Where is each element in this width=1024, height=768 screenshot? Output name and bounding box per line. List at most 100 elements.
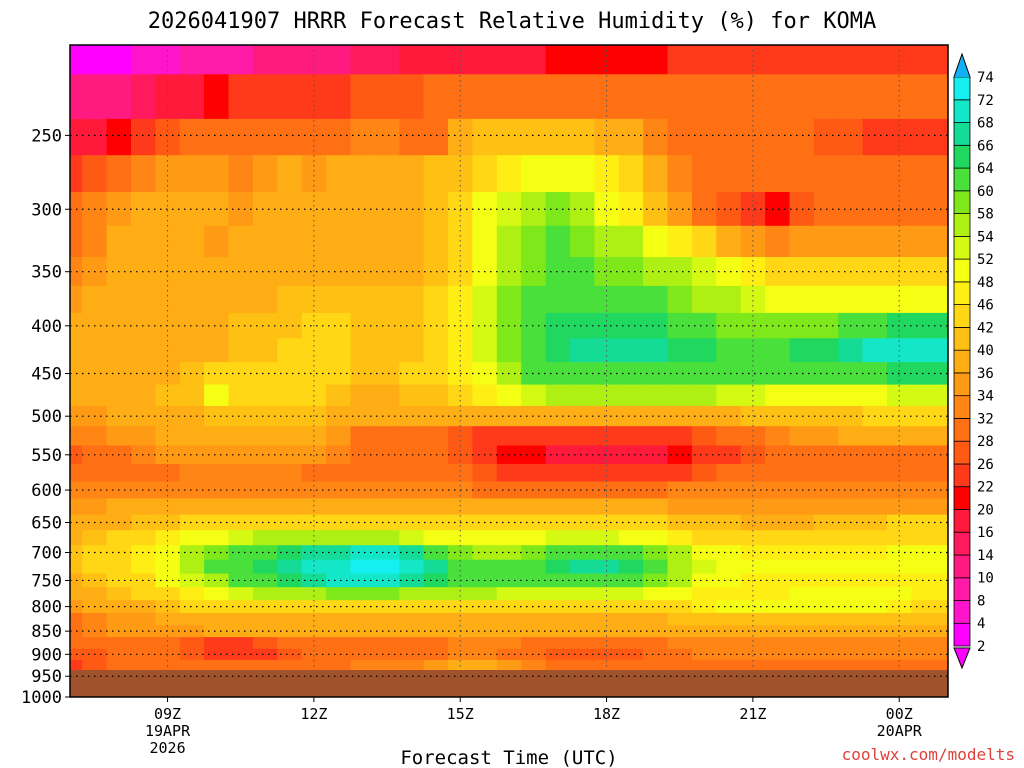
- rh-cell: [252, 481, 278, 499]
- rh-cell: [765, 257, 791, 287]
- rh-cell: [545, 405, 571, 427]
- rh-cell: [228, 625, 254, 638]
- rh-cell: [106, 225, 132, 258]
- y-tick-label: 350: [31, 263, 62, 283]
- rh-cell: [545, 612, 571, 626]
- rh-cell: [448, 530, 473, 546]
- rh-cell: [911, 362, 937, 386]
- rh-cell: [179, 362, 205, 386]
- rh-cell: [374, 257, 400, 287]
- rh-cell: [204, 384, 230, 407]
- rh-cell: [423, 463, 449, 483]
- rh-cell: [70, 45, 83, 75]
- rh-cell: [935, 426, 948, 447]
- rh-cell: [277, 338, 303, 363]
- rh-cell: [374, 285, 400, 314]
- colorbar-legend: 2481014162022262832343640424648525458606…: [953, 52, 994, 670]
- rh-cell: [70, 637, 83, 650]
- rh-cell: [691, 648, 717, 661]
- rh-cell: [716, 118, 742, 156]
- rh-cell: [935, 338, 948, 363]
- rh-cell: [545, 257, 571, 287]
- rh-cell: [301, 45, 327, 75]
- rh-cell: [545, 573, 571, 588]
- rh-cell: [106, 463, 132, 483]
- rh-cell: [521, 587, 547, 601]
- rh-cell: [277, 625, 303, 638]
- rh-cell: [545, 545, 571, 561]
- rh-cell: [326, 648, 352, 661]
- rh-cell: [131, 530, 156, 546]
- rh-cell: [252, 155, 278, 193]
- rh-cell: [643, 587, 669, 601]
- rh-cell: [423, 384, 449, 407]
- rh-cell: [350, 225, 376, 258]
- x-axis-label: Forecast Time (UTC): [400, 747, 617, 768]
- rh-cell: [106, 426, 132, 447]
- rh-cell: [228, 362, 254, 386]
- rh-cell: [618, 530, 644, 546]
- rh-cell: [862, 45, 888, 75]
- rh-cell: [131, 587, 156, 601]
- rh-cell: [179, 545, 205, 561]
- rh-cell: [204, 559, 230, 575]
- rh-cell: [789, 225, 815, 258]
- rh-cell: [252, 45, 278, 75]
- rh-cell: [399, 405, 425, 427]
- rh-cell: [326, 637, 352, 650]
- rh-cell: [350, 405, 376, 427]
- rh-cell: [618, 362, 644, 386]
- rh-cell: [570, 285, 595, 314]
- rh-cell: [691, 514, 717, 531]
- rh-cell: [70, 612, 83, 626]
- rh-cell: [374, 659, 400, 672]
- rh-cell: [716, 45, 742, 75]
- time-gridlines: [167, 45, 900, 670]
- rh-cell: [911, 648, 937, 661]
- rh-cell: [179, 463, 205, 483]
- rh-cell: [667, 74, 693, 120]
- rh-cell: [496, 285, 522, 314]
- colorbar-swatch: [953, 76, 971, 101]
- rh-cell: [277, 285, 303, 314]
- rh-cell: [326, 405, 352, 427]
- rh-cell: [179, 587, 205, 601]
- rh-cell: [667, 587, 693, 601]
- rh-cell: [667, 612, 693, 626]
- rh-cell: [813, 74, 839, 120]
- rh-cell: [911, 545, 937, 561]
- rh-cell: [862, 285, 888, 314]
- y-tick-label: 900: [31, 645, 62, 665]
- rh-cell: [716, 338, 742, 363]
- rh-cell: [838, 384, 864, 407]
- rh-cell: [423, 659, 449, 672]
- rh-cell: [374, 192, 400, 227]
- colorbar-label: 68: [977, 116, 994, 132]
- rh-cell: [813, 45, 839, 75]
- rh-cell: [521, 405, 547, 427]
- rh-cell: [521, 225, 547, 258]
- rh-cell: [350, 600, 376, 614]
- rh-cell: [423, 637, 449, 650]
- rh-cell: [228, 118, 254, 156]
- rh-cell: [204, 118, 230, 156]
- rh-cell: [496, 384, 522, 407]
- rh-cell: [350, 463, 376, 483]
- rh-cell: [106, 118, 132, 156]
- rh-cell: [570, 405, 595, 427]
- rh-cell: [570, 559, 595, 575]
- colorbar-label: 48: [977, 275, 994, 291]
- humidity-field: [70, 45, 948, 697]
- rh-cell: [813, 285, 839, 314]
- rh-cell: [350, 637, 376, 650]
- rh-cell: [838, 45, 864, 75]
- rh-cell: [82, 338, 108, 363]
- colorbar-swatch: [953, 167, 971, 192]
- rh-cell: [862, 225, 888, 258]
- rh-cell: [131, 498, 156, 516]
- rh-cell: [911, 530, 937, 546]
- rh-cell: [301, 362, 327, 386]
- rh-cell: [204, 600, 230, 614]
- rh-cell: [740, 74, 766, 120]
